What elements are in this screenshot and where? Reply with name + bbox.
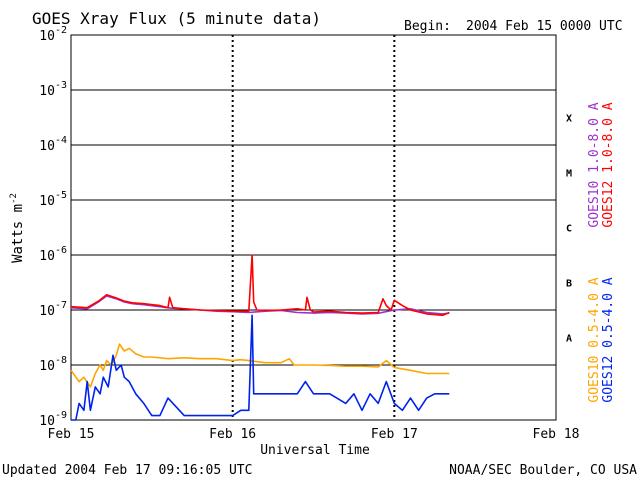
y-tick-label: 10-4 bbox=[39, 135, 67, 154]
flare-class-label: C bbox=[566, 224, 572, 235]
flare-class-labels: X M C B A bbox=[566, 114, 572, 345]
y-tick-base: 10 bbox=[39, 84, 55, 99]
y-tick-label: 10-7 bbox=[39, 300, 67, 319]
y-tick-exp: -5 bbox=[55, 190, 67, 201]
series-line bbox=[71, 314, 450, 421]
y-tick-base: 10 bbox=[39, 414, 55, 429]
flare-class-label: X bbox=[566, 114, 572, 125]
x-tick-labels: Feb 15 Feb 16 Feb 17 Feb 18 bbox=[48, 427, 580, 442]
y-tick-label: 10-8 bbox=[39, 355, 67, 374]
x-axis-title: Universal Time bbox=[260, 443, 370, 458]
day-divider-lines bbox=[231, 35, 396, 420]
y-tick-exp: -9 bbox=[55, 410, 67, 421]
series-lines bbox=[70, 254, 450, 421]
series-line bbox=[70, 343, 450, 388]
flare-class-label: M bbox=[566, 169, 572, 180]
flare-class-label: A bbox=[566, 334, 572, 345]
x-tick-label: Feb 15 bbox=[48, 427, 95, 442]
y-tick-label: 10-5 bbox=[39, 190, 67, 209]
y-tick-base: 10 bbox=[39, 139, 55, 154]
y-tick-label: 10-3 bbox=[39, 80, 67, 99]
footer-updated: Updated 2004 Feb 17 09:16:05 UTC bbox=[2, 463, 252, 478]
legend: GOES10 1.0-8.0 A GOES12 1.0-8.0 A GOES10 0… bbox=[587, 102, 616, 402]
legend-entry: GOES10 1.0-8.0 A bbox=[587, 102, 602, 227]
y-tick-base: 10 bbox=[39, 194, 55, 209]
y-tick-exp: -2 bbox=[55, 25, 67, 36]
legend-entry: GOES10 0.5-4.0 A bbox=[587, 277, 602, 402]
y-tick-exp: -6 bbox=[55, 245, 67, 256]
y-tick-label: 10-9 bbox=[39, 410, 67, 429]
y-tick-exp: -8 bbox=[55, 355, 67, 366]
y-tick-base: 10 bbox=[39, 249, 55, 264]
y-axis-title: Watts m-2 bbox=[9, 193, 26, 263]
plot-frame bbox=[70, 34, 557, 421]
y-tick-exp: -3 bbox=[55, 80, 67, 91]
y-tick-base: 10 bbox=[39, 29, 55, 44]
y-axis-title-exp: -2 bbox=[9, 193, 19, 204]
x-tick-label: Feb 16 bbox=[209, 427, 256, 442]
x-tick-label: Feb 17 bbox=[371, 427, 418, 442]
legend-entry: GOES12 1.0-8.0 A bbox=[601, 102, 616, 227]
y-tick-exp: -4 bbox=[55, 135, 67, 146]
y-axis-title-base: Watts m bbox=[10, 204, 26, 263]
series-line bbox=[70, 254, 450, 317]
y-tick-label: 10-2 bbox=[39, 25, 67, 44]
legend-entry: GOES12 0.5-4.0 A bbox=[601, 277, 616, 402]
y-tick-labels: 10-210-310-410-510-610-710-810-9 bbox=[39, 25, 67, 429]
y-tick-base: 10 bbox=[39, 359, 55, 374]
y-tick-label: 10-6 bbox=[39, 245, 67, 264]
x-tick-label: Feb 18 bbox=[533, 427, 580, 442]
y-tick-exp: -7 bbox=[55, 300, 67, 311]
footer-source: NOAA/SEC Boulder, CO USA bbox=[449, 463, 637, 478]
chart-title: GOES Xray Flux (5 minute data) bbox=[32, 9, 321, 28]
begin-value: 2004 Feb 15 0000 UTC bbox=[466, 19, 623, 34]
y-tick-base: 10 bbox=[39, 304, 55, 319]
flare-class-label: B bbox=[566, 279, 572, 290]
begin-label: Begin: bbox=[404, 19, 451, 34]
